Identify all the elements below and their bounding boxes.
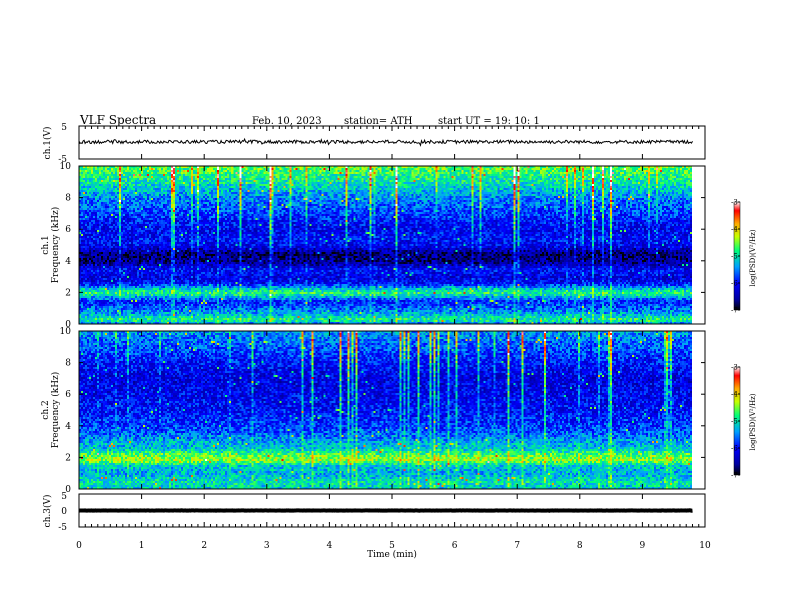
ch3-ytick-top: 5 — [61, 492, 67, 502]
ch1-spectrogram-heatmap — [79, 166, 692, 324]
colorbar-tick-label: -4 — [731, 391, 738, 399]
ch1-spectrogram-yticks: 0 2 4 6 8 10 — [60, 162, 705, 330]
colorbar-tick-label: -3 — [731, 199, 738, 207]
xtick-label: 9 — [640, 541, 646, 551]
colorbar-tick-label: -4 — [731, 226, 738, 234]
colorbar-tick-label: -5 — [731, 418, 738, 426]
ch2-spectrogram-panel: 0 2 4 6 8 10 ch.2 Frequency (kHz) — [41, 327, 706, 495]
ytick-label: 10 — [60, 327, 72, 337]
ch3-voltage-trace — [78, 508, 693, 513]
ch1-spectrogram-panel: 0 2 4 6 8 10 ch.1 Frequency (kHz) — [41, 162, 706, 330]
ch1-frequency-ylabel: Frequency (kHz) — [50, 207, 61, 284]
xtick-label: 5 — [389, 541, 395, 551]
ytick-label: 4 — [65, 257, 71, 267]
colorbar-tick-label: -5 — [731, 253, 738, 261]
colorbar-tick-label: -6 — [731, 280, 738, 288]
ch3-voltage-ylabel: ch.3(V) — [42, 495, 53, 528]
xtick-label: 2 — [201, 541, 207, 551]
spectrogram-image — [79, 166, 692, 324]
ch1-voltage-trace — [78, 137, 693, 147]
ch3-ytick-bottom: -5 — [58, 523, 67, 533]
ytick-label: 4 — [65, 422, 71, 432]
station-label: station= ATH — [344, 116, 413, 127]
colorbar-tick-label: -7 — [731, 472, 738, 480]
xtick-label: 7 — [514, 541, 520, 551]
ytick-label: 6 — [65, 225, 71, 235]
ch2-colorbar-label: log(PSD)(V²/Hz) — [749, 393, 757, 450]
ytick-label: 0 — [65, 485, 71, 495]
ch1-ytick-bottom: -5 — [58, 155, 67, 165]
ch2-frequency-ylabel: Frequency (kHz) — [50, 372, 61, 449]
ytick-label: 2 — [65, 453, 71, 463]
ch1-colorbar: -3 -4 -5 -6 -7 — [731, 199, 741, 315]
ytick-label: 8 — [65, 194, 71, 204]
time-axis: 0 1 2 3 4 5 6 7 8 9 10 — [76, 126, 711, 551]
voltage-line — [78, 137, 693, 147]
colorbar-tick-label: -6 — [731, 445, 738, 453]
xtick-label: 8 — [577, 541, 583, 551]
xtick-label: 3 — [264, 541, 270, 551]
ytick-label: 0 — [65, 320, 71, 330]
ch1-colorbar-label: log(PSD)(V²/Hz) — [749, 229, 757, 286]
xtick-label: 10 — [699, 541, 711, 551]
date-label: Feb. 10, 2023 — [252, 116, 322, 127]
xtick-label: 1 — [139, 541, 145, 551]
colorbar-tick-label: -3 — [731, 364, 738, 372]
xtick-label: 4 — [327, 541, 333, 551]
xtick-label: 6 — [452, 541, 458, 551]
ch2-colorbar: -3 -4 -5 -6 -7 — [731, 364, 741, 480]
spectrogram-image — [79, 331, 692, 489]
start-time-label: start UT = 19: 10: 1 — [438, 116, 540, 127]
ch1-channel-label: ch.1 — [41, 235, 51, 254]
ytick-label: 10 — [60, 162, 72, 172]
ch1-ytick-top: 5 — [61, 123, 67, 133]
voltage-line — [78, 508, 693, 513]
time-axis-label: Time (min) — [367, 549, 417, 560]
ch2-channel-label: ch.2 — [41, 400, 51, 419]
colorbar-tick-label: -7 — [731, 307, 738, 315]
ytick-label: 2 — [65, 288, 71, 298]
ytick-label: 6 — [65, 390, 71, 400]
xtick-label: 0 — [76, 541, 82, 551]
ch2-spectrogram-heatmap — [79, 331, 692, 489]
ch3-ytick-mid: 0 — [61, 507, 67, 517]
ch2-spectrogram-yticks: 0 2 4 6 8 10 — [60, 327, 705, 495]
ytick-label: 8 — [65, 359, 71, 369]
figure-title: VLF Spectra — [79, 113, 156, 127]
ch1-voltage-ylabel: ch.1(V) — [42, 127, 53, 160]
